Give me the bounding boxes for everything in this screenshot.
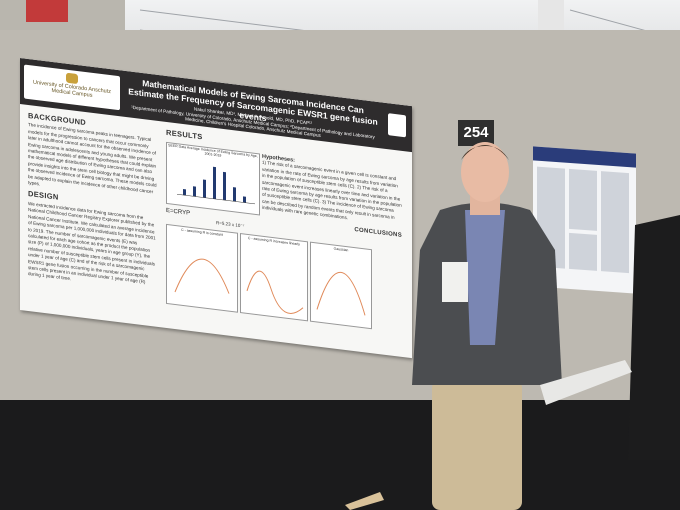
head bbox=[461, 142, 509, 202]
curve bbox=[246, 270, 304, 315]
bystander bbox=[628, 215, 680, 460]
panel-a: C - assuming R is constant bbox=[166, 223, 238, 313]
shirt bbox=[465, 210, 505, 345]
presenter bbox=[412, 142, 562, 510]
floor bbox=[0, 400, 680, 510]
curve bbox=[316, 272, 366, 316]
poster-content bbox=[537, 166, 629, 274]
poster-tube bbox=[345, 492, 384, 510]
poster: University of Colorado Anschutz Medical … bbox=[20, 58, 412, 359]
histogram: SEER Data Average Incidence of Ewing Sar… bbox=[166, 141, 260, 216]
histogram-bars bbox=[177, 166, 255, 205]
sign bbox=[26, 0, 68, 22]
poster-tube bbox=[540, 360, 632, 405]
booth-number: 254 bbox=[458, 120, 494, 146]
right-column: RESULTS SEER Data Average Incidence of E… bbox=[166, 128, 406, 330]
panel-b: C - assuming R increases linearly bbox=[240, 233, 308, 322]
hair bbox=[461, 145, 509, 160]
badge bbox=[442, 262, 468, 302]
pants bbox=[432, 380, 522, 510]
panel-c: Gaussian bbox=[310, 241, 372, 330]
curve bbox=[174, 259, 230, 295]
neighbor-poster bbox=[533, 146, 636, 294]
